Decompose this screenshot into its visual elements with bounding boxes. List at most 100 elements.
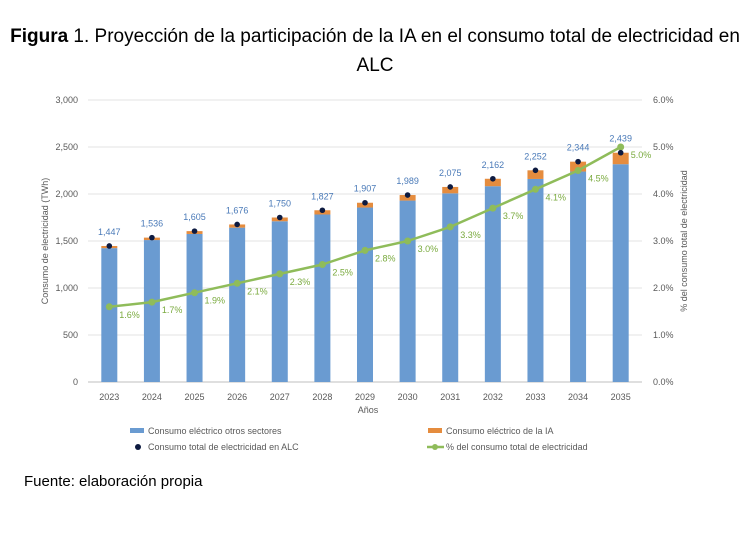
total-marker [362, 199, 368, 206]
total-marker [276, 214, 283, 221]
figure-prefix: Figura [10, 26, 69, 47]
percent-line [105, 143, 625, 311]
x-tick-label: 2029 [355, 392, 375, 402]
legend-label-ia: Consumo eléctrico de la IA [446, 426, 554, 436]
x-tick-label: 2028 [312, 392, 332, 402]
bar-ia [442, 186, 459, 194]
legend-label-total: Consumo total de electricidad en ALC [148, 442, 299, 452]
total-data-label: 2,162 [482, 160, 505, 170]
y2-tick-label: 5.0% [653, 142, 674, 152]
y-tick-label: 2,500 [55, 142, 78, 152]
x-tick-label: 2034 [568, 392, 588, 402]
bar-otros-sectores [101, 248, 118, 382]
y2-axis-title: % del consumo total de electricidad [679, 170, 689, 312]
percent-point [446, 223, 454, 231]
x-tick-label: 2024 [142, 392, 162, 402]
y-tick-label: 1,500 [55, 236, 78, 246]
percent-data-label: 5.0% [631, 150, 652, 160]
total-marker [575, 158, 581, 165]
percent-point [361, 246, 369, 254]
percent-data-label: 1.9% [205, 296, 226, 306]
percent-data-label: 4.5% [588, 174, 609, 184]
total-marker [319, 207, 326, 214]
percent-point [105, 303, 113, 311]
percent-data-label: 2.1% [247, 286, 268, 296]
bar-ia [527, 170, 544, 179]
y-tick-label: 1,000 [55, 283, 78, 293]
x-tick-label: 2032 [483, 392, 503, 402]
legend-swatch-ia [428, 428, 442, 433]
total-marker [106, 243, 113, 249]
percent-data-label: 2.5% [332, 268, 353, 278]
percent-point [574, 167, 582, 174]
percent-point [276, 270, 284, 278]
total-data-label: 1,989 [396, 176, 419, 186]
x-tick-label: 2033 [525, 392, 545, 402]
total-marker [149, 234, 155, 241]
percent-data-label: 3.0% [418, 244, 439, 254]
data-labels: 1,447 1,536 1,605 1,676 1,750 1,827 1,907 1,989… [98, 134, 651, 320]
total-data-label: 1,676 [226, 205, 249, 215]
total-data-label: 1,827 [311, 191, 334, 201]
y2-tick-label: 4.0% [653, 189, 674, 199]
bar-ia [570, 161, 587, 172]
total-data-label: 2,252 [524, 151, 547, 161]
percent-point [404, 237, 412, 245]
legend-label-percent: % del consumo total de electricidad [446, 442, 588, 452]
y2-tick-label: 1.0% [653, 330, 674, 340]
bar-otros-sectores [314, 214, 331, 382]
y2-tick-label: 0.0% [653, 377, 674, 387]
total-marker [191, 228, 198, 234]
total-data-label: 1,605 [183, 212, 206, 222]
x-axis-title: Años [358, 405, 379, 415]
total-data-label: 1,536 [141, 219, 164, 229]
x-tick-label: 2030 [398, 392, 418, 402]
bar-otros-sectores [229, 227, 246, 382]
bar-otros-sectores [357, 207, 373, 382]
y2-tick-label: 3.0% [653, 236, 674, 246]
x-tick-label: 2035 [611, 392, 631, 402]
total-data-label: 1,907 [354, 184, 377, 194]
percent-point [531, 185, 539, 193]
total-data-label: 2,439 [609, 134, 632, 144]
figure-title: Figura 1. Proyección de la participación… [0, 22, 750, 80]
bar-otros-sectores [527, 178, 544, 382]
total-data-label: 2,075 [439, 168, 462, 178]
x-tick-label: 2031 [440, 392, 460, 402]
total-marker [532, 167, 539, 174]
y2-tick-label: 6.0% [653, 95, 674, 105]
bar-otros-sectores [143, 240, 160, 382]
bar-otros-sectores [271, 221, 288, 382]
percent-data-label: 1.6% [119, 310, 140, 320]
total-marker [490, 175, 496, 182]
y-tick-label: 500 [63, 330, 78, 340]
total-marker [234, 221, 240, 228]
bar-otros-sectores [612, 164, 629, 382]
legend-marker-total [135, 444, 141, 450]
x-tick-label: 2026 [227, 392, 247, 402]
total-data-label: 1,447 [98, 227, 121, 237]
bar-otros-sectores [186, 233, 203, 382]
bar-otros-sectores [484, 186, 501, 382]
percent-data-label: 1.7% [162, 305, 183, 315]
total-data-label: 2,344 [567, 143, 590, 153]
legend: Consumo eléctrico otros sectores Consumo… [130, 426, 588, 452]
percent-point [617, 143, 625, 151]
percent-data-label: 3.3% [460, 230, 481, 240]
bar-otros-sectores [570, 171, 587, 382]
percent-point [148, 298, 156, 306]
axis-ticks: 0 500 1,000 1,500 2,000 2,500 3,000 0.0% 1.0% 2.0… [55, 95, 673, 402]
bar-ia [612, 152, 629, 165]
y-axis-title: Consumo de electricidad (TWh) [40, 178, 50, 305]
total-marker [447, 184, 454, 190]
legend-marker-percent [432, 444, 438, 450]
y-tick-label: 2,000 [55, 189, 78, 199]
y2-tick-label: 2.0% [653, 283, 674, 293]
figure-title-text: 1. Proyección de la participación de la … [68, 26, 740, 76]
percent-data-label: 3.7% [503, 211, 524, 221]
total-markers [106, 149, 624, 249]
percent-point [318, 261, 326, 268]
bar-otros-sectores [399, 200, 416, 382]
percent-point [191, 289, 199, 297]
